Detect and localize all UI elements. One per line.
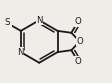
Text: O: O xyxy=(76,37,83,46)
Text: S: S xyxy=(4,19,10,27)
Text: O: O xyxy=(74,17,81,26)
Text: N: N xyxy=(36,16,42,25)
Text: O: O xyxy=(74,57,81,66)
Text: N: N xyxy=(18,48,24,57)
